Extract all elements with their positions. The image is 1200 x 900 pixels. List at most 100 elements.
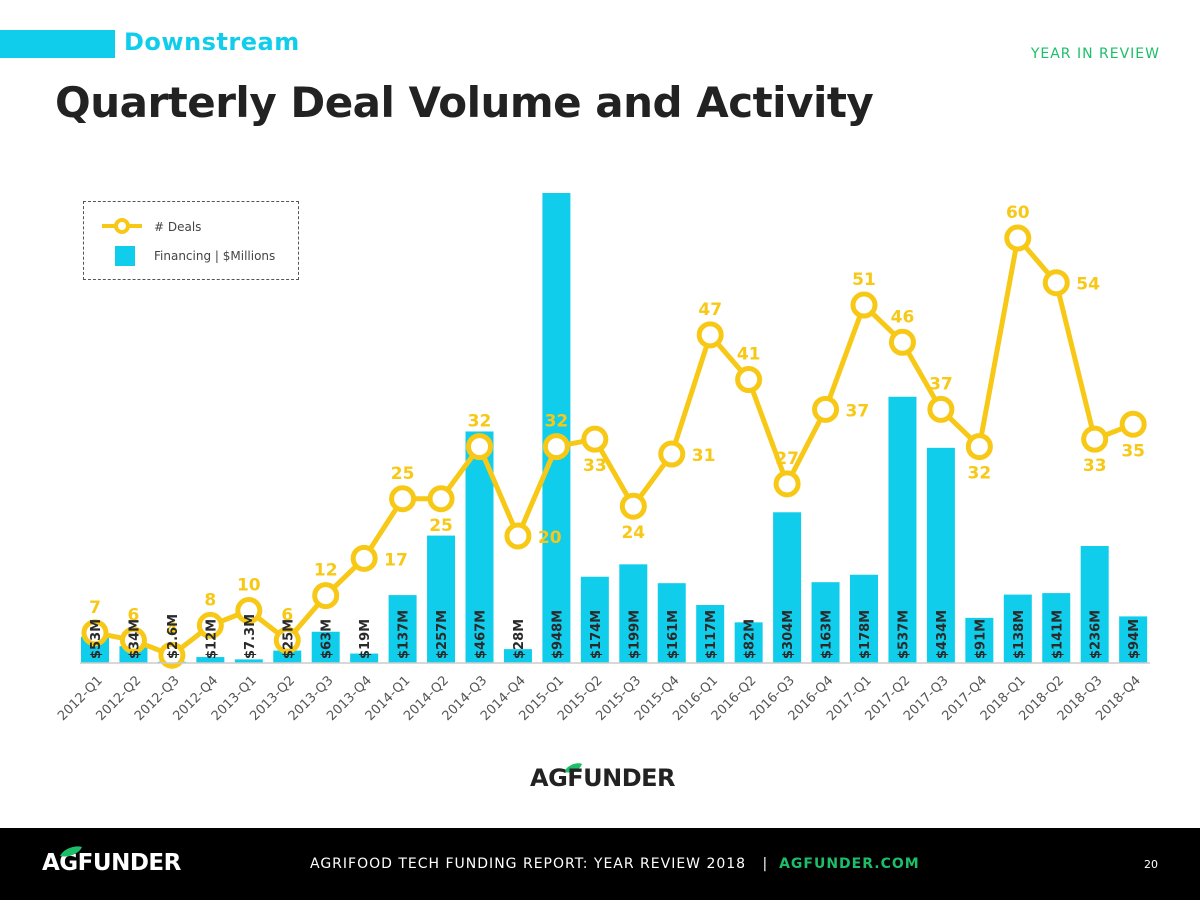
footer-report: AGRIFOOD TECH FUNDING REPORT: YEAR REVIE…: [310, 856, 747, 872]
deals-point-2013-Q1: [235, 597, 263, 624]
deals-point-2017-Q2: [888, 328, 916, 356]
bar-2014-Q2: [427, 535, 456, 663]
deals-label: 12: [314, 561, 338, 581]
bar-label: $28M: [512, 619, 527, 659]
bar-2013-Q1: [234, 659, 263, 663]
bar-label: $178M: [858, 610, 873, 659]
bar-2014-Q4: [503, 649, 532, 663]
bar-2015-Q3: [619, 564, 648, 663]
bar-2017-Q3: [926, 447, 955, 663]
bar-2015-Q1: [542, 193, 571, 663]
bar-2018-Q1: [1003, 594, 1032, 663]
deals-label: 37: [846, 401, 870, 421]
deals-point-2015-Q4: [658, 440, 686, 468]
legend: # Deals Financing | $Millions: [83, 201, 299, 280]
bar-2012-Q4: [196, 657, 225, 663]
bar-label: $163M: [820, 610, 835, 659]
section-accent-bar: [0, 30, 115, 58]
deals-point-2014-Q4: [504, 522, 532, 550]
bar-2017-Q4: [965, 617, 994, 663]
deals-point-2015-Q1: [542, 433, 570, 461]
bar-label: $467M: [474, 610, 489, 659]
deals-point-2012-Q2: [119, 626, 147, 654]
agfunder-logo: AGFUNDER: [530, 758, 676, 798]
bar-2018-Q4: [1119, 616, 1148, 663]
footer-report-text: AGRIFOOD TECH FUNDING REPORT: YEAR REVIE…: [310, 856, 920, 872]
bar-label: $141M: [1050, 610, 1065, 659]
deals-point-2018-Q4: [1119, 410, 1147, 438]
bar-2016-Q1: [696, 604, 725, 663]
page-title: Quarterly Deal Volume and Activity: [55, 78, 874, 127]
footer: AGFUNDER AGRIFOOD TECH FUNDING REPORT: Y…: [0, 828, 1200, 900]
bar-label: $91M: [973, 619, 988, 659]
deals-point-2013-Q4: [350, 544, 378, 572]
bar-label: $199M: [627, 610, 642, 659]
deals-label: 24: [621, 523, 645, 543]
deals-label: 32: [968, 464, 992, 484]
deals-label: 47: [698, 300, 722, 320]
bars-layer: [81, 193, 1148, 663]
deals-label: 33: [1083, 456, 1107, 476]
footer-link[interactable]: AGFUNDER.COM: [779, 856, 920, 872]
legend-financing-label: Financing | $Millions: [154, 249, 276, 263]
bar-label: $117M: [704, 610, 719, 659]
section-title: Downstream: [124, 28, 300, 56]
legend-deals-label: # Deals: [154, 220, 202, 234]
deals-label: 4: [166, 620, 178, 640]
bar-label: $236M: [1089, 610, 1104, 659]
chart: 7 6 4 8 10 6 12 17 25 25 32 20 32 33 24 31 47 41 27 37 51 46 3…: [55, 193, 1150, 724]
bar-label: $537M: [896, 610, 911, 659]
deals-point-2012-Q1: [81, 619, 109, 647]
deals-point-2013-Q2: [273, 626, 301, 654]
deals-label: 41: [737, 345, 761, 365]
deals-point-2016-Q3: [773, 470, 801, 498]
deals-point-2012-Q3: [158, 641, 186, 669]
financing-legend-icon: [115, 246, 135, 266]
deals-point-2016-Q4: [812, 395, 840, 423]
deals-point-2015-Q3: [619, 492, 647, 520]
bar-2016-Q3: [773, 512, 802, 663]
bar-label: $304M: [781, 610, 796, 659]
bar-label: $138M: [1012, 610, 1027, 659]
bar-label: $19M: [358, 619, 373, 659]
deals-point-2015-Q2: [581, 425, 609, 453]
deals-point-2018-Q2: [1042, 269, 1070, 297]
bar-2013-Q2: [273, 650, 302, 663]
deals-label: 54: [1076, 275, 1100, 295]
bar-2015-Q2: [580, 576, 609, 663]
bar-2013-Q4: [350, 653, 379, 663]
deals-label: 32: [468, 412, 492, 432]
deals-point-2016-Q1: [696, 321, 724, 349]
bar-label: $12M: [204, 619, 219, 659]
deals-label: 17: [384, 550, 408, 570]
bar-label: $63M: [320, 619, 335, 659]
bar-2017-Q2: [888, 396, 917, 663]
deals-point-2014-Q1: [389, 485, 417, 513]
deals-label: 20: [538, 528, 562, 548]
deals-point-2018-Q3: [1081, 425, 1109, 453]
bar-label: $53M: [89, 619, 104, 659]
bar-2017-Q1: [850, 574, 878, 663]
bar-label: $948M: [550, 610, 565, 659]
bar-label: $82M: [743, 619, 758, 659]
bar-label: $25M: [281, 619, 296, 659]
deals-label: 35: [1121, 441, 1145, 461]
bar-2014-Q1: [388, 595, 417, 663]
bar-2016-Q4: [811, 582, 840, 663]
deals-label: 6: [128, 605, 140, 625]
bar-label: $137M: [397, 610, 412, 659]
bar-label: $161M: [666, 610, 681, 659]
deals-legend-icon: [102, 218, 142, 234]
bar-2015-Q4: [657, 583, 686, 663]
bar-2016-Q2: [734, 622, 763, 663]
bar-label: $174M: [589, 610, 604, 659]
deals-line: [94, 235, 1135, 658]
deals-point-2018-Q1: [1004, 224, 1032, 252]
deals-label: 8: [204, 590, 216, 610]
deals-label: 33: [583, 456, 607, 476]
axis-layer: $53M $34M $2.6M $12M $7.3M $25M $63M $19M $137M $…: [55, 610, 1150, 724]
footer-separator: |: [762, 856, 769, 872]
deals-point-2013-Q3: [312, 582, 340, 610]
bar-label: $434M: [935, 610, 950, 659]
bar-label: $257M: [435, 610, 450, 659]
